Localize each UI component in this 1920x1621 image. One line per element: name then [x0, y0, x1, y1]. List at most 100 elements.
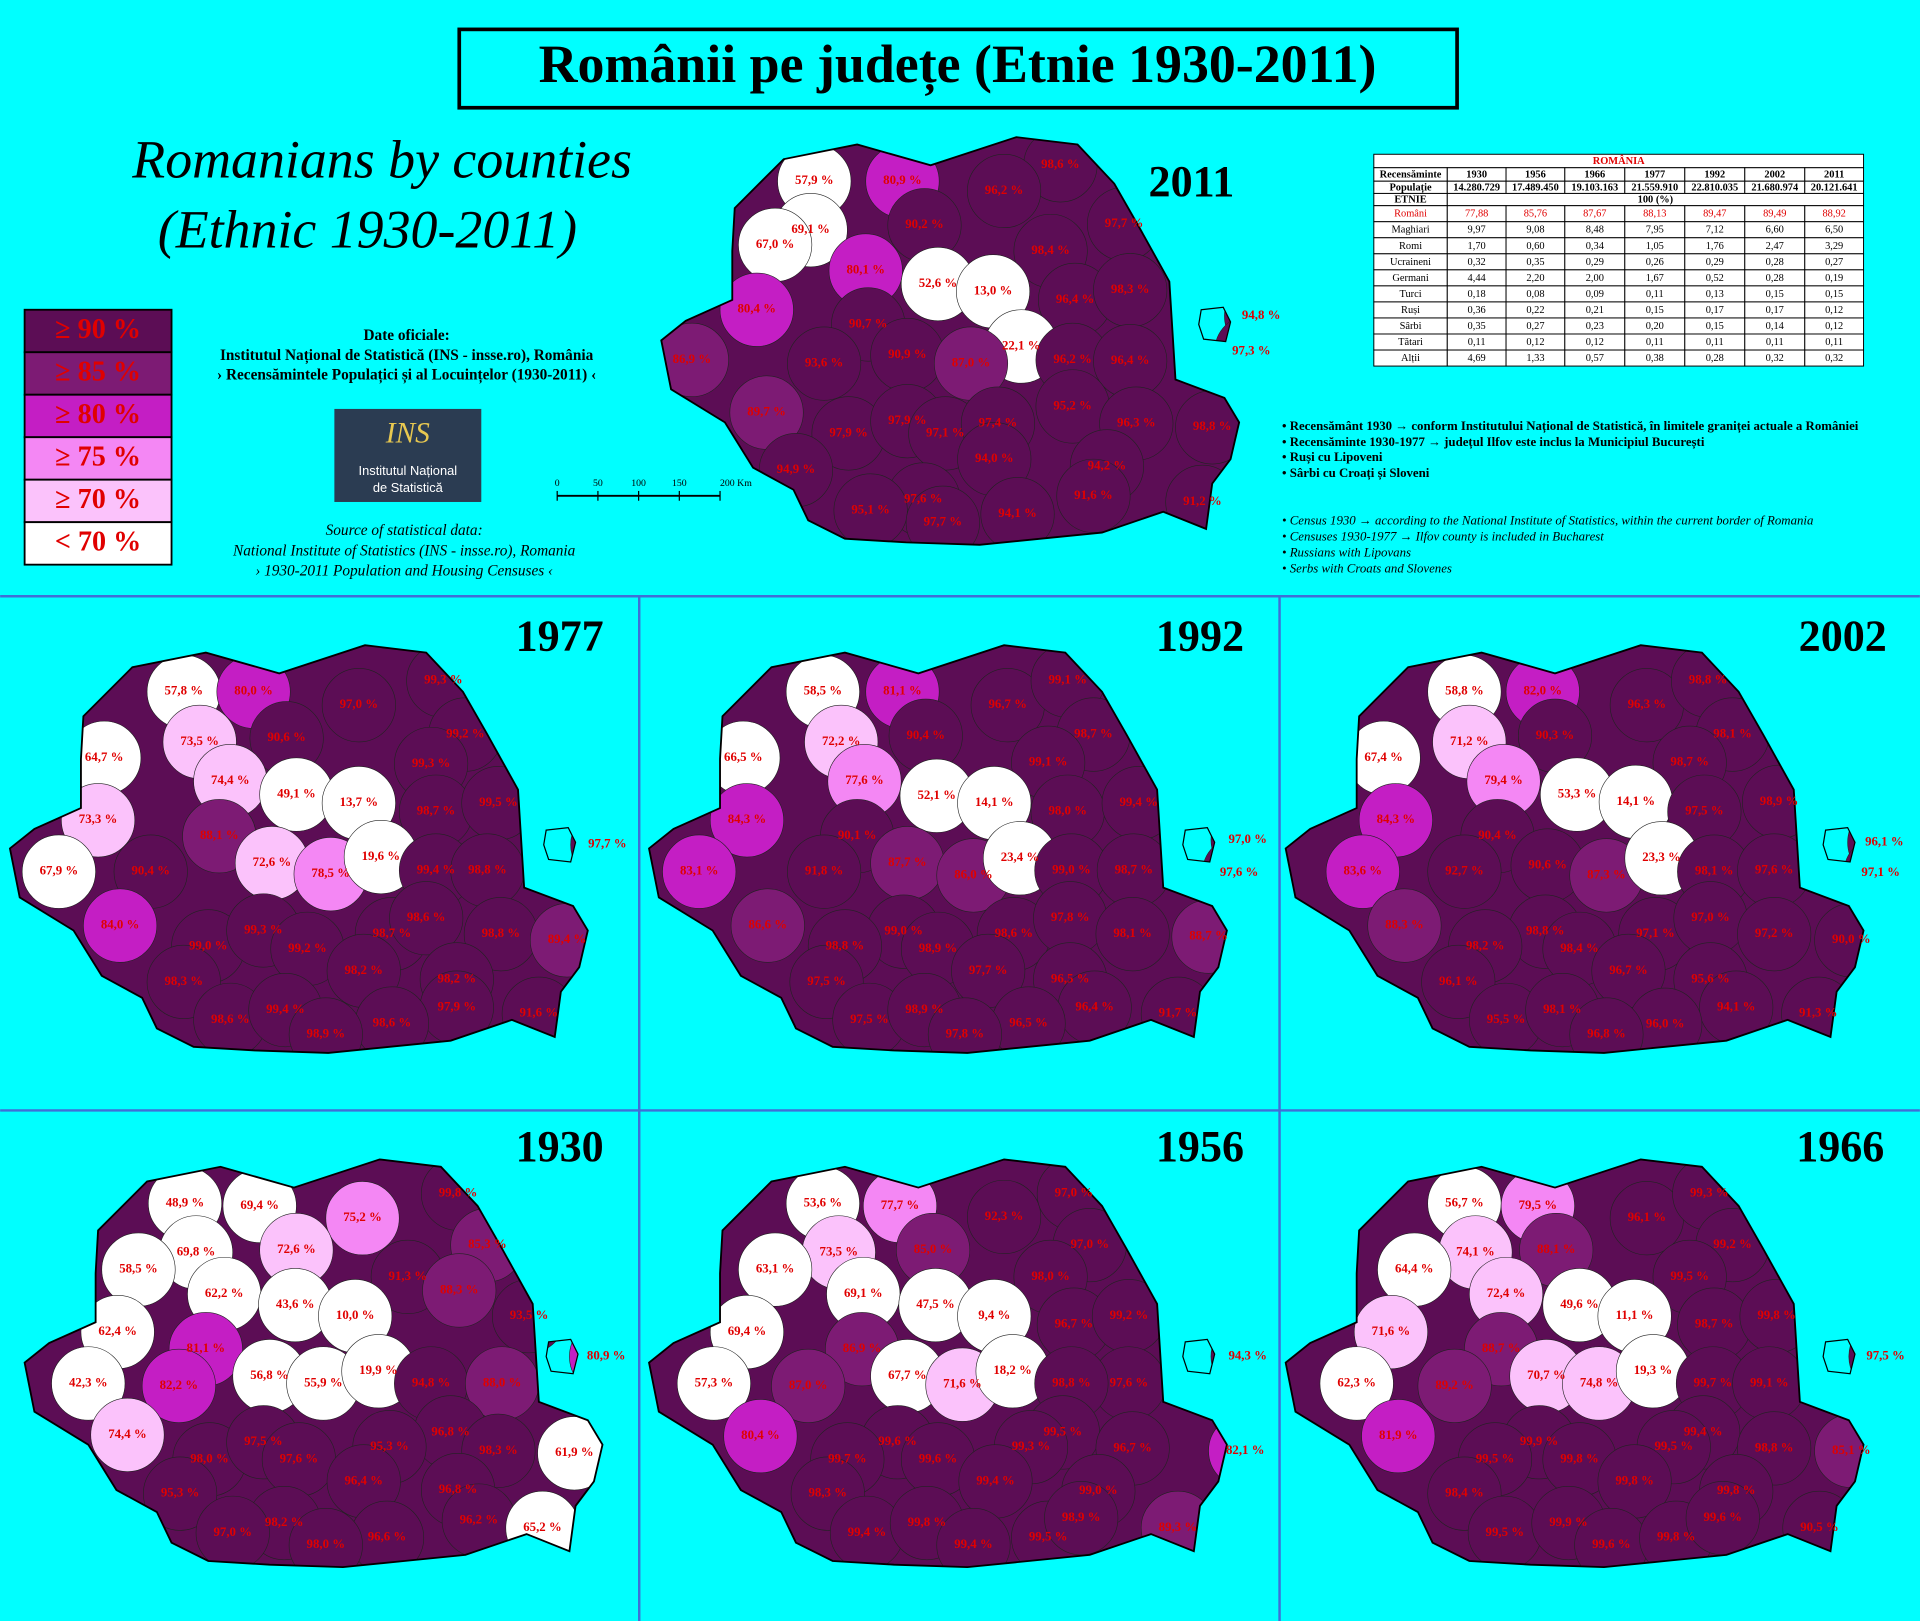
source-line: Source of statistical data:	[326, 522, 483, 539]
county-label: 97,0 %	[1228, 832, 1267, 846]
county-label: 90,3 %	[1536, 728, 1575, 742]
county-label: 11,1 %	[1616, 1308, 1654, 1322]
county	[1847, 805, 1864, 880]
county-label: 88,0 %	[483, 1375, 522, 1389]
county-label: 19,6 %	[362, 849, 401, 863]
county-label: 99,2 %	[1713, 1237, 1752, 1251]
county-label: 71,6 %	[943, 1377, 982, 1391]
county-label: 94,8 %	[412, 1375, 451, 1389]
county-label: 72,4 %	[1487, 1286, 1526, 1300]
county	[980, 477, 1055, 545]
inset-outline	[545, 1338, 579, 1375]
county-label: 96,4 %	[1075, 1000, 1114, 1014]
county-label: 72,6 %	[253, 855, 292, 869]
county	[143, 1456, 218, 1531]
county-label: 99,5 %	[1655, 1439, 1694, 1453]
county-label: 74,4 %	[211, 773, 250, 787]
county-label: 99,9 %	[1549, 1515, 1588, 1529]
county-label: 99,3 %	[424, 673, 463, 687]
county-label: 96,7 %	[1609, 963, 1648, 977]
county-label: 98,6 %	[1041, 157, 1080, 171]
county-label: 99,5 %	[1670, 1269, 1709, 1283]
county-label: 49,1 %	[277, 787, 316, 801]
county-label: 98,0 %	[190, 1451, 229, 1465]
county-label: 99,8 %	[1717, 1483, 1756, 1497]
table-text: 0,12	[1825, 321, 1843, 332]
title-box	[457, 27, 1459, 110]
county-label: 73,5 %	[820, 1244, 859, 1258]
inset-outline	[1198, 306, 1232, 343]
county-label: 78,5 %	[311, 866, 350, 880]
county-label: 99,3 %	[412, 756, 451, 770]
table-text: 19.103.163	[1571, 182, 1618, 193]
county-label: 91,7 %	[1159, 1006, 1198, 1020]
table-text: 77,88	[1465, 209, 1488, 220]
county-label: 98,8 %	[826, 938, 865, 952]
table-text: Sârbi	[1400, 321, 1422, 332]
county-label: 80,9 %	[883, 173, 922, 187]
legend-label: ≥ 80 %	[55, 399, 141, 430]
table-text: 8,48	[1586, 225, 1604, 236]
note-en: • Censuses 1930-1977 → Ilfov county is i…	[1282, 529, 1604, 543]
county-label: 91,3 %	[389, 1269, 428, 1283]
table-text: 0,32	[1766, 353, 1784, 364]
subtitle: (Ethnic 1930-2011)	[158, 199, 577, 259]
table-text: 2,00	[1586, 273, 1604, 284]
county-label: 98,2 %	[438, 971, 477, 985]
county-label: 84,0 %	[101, 918, 140, 932]
inset-outline	[1182, 826, 1216, 863]
county-label: 97,9 %	[888, 413, 927, 427]
county-label: 99,1 %	[1029, 755, 1068, 769]
table-text: 0,28	[1766, 257, 1784, 268]
county-label: 74,4 %	[108, 1427, 147, 1441]
table-text: 0,15	[1766, 289, 1784, 300]
county-label: 64,7 %	[85, 750, 124, 764]
county-label: 94,3 %	[1228, 1349, 1267, 1363]
county-label: 86,9 %	[843, 1341, 882, 1355]
table-text: 0,57	[1586, 353, 1604, 364]
county-label: 69,4 %	[240, 1198, 279, 1212]
county-label: 58,5 %	[804, 684, 843, 698]
county-label: 97,6 %	[1110, 1375, 1149, 1389]
county-label: 97,6 %	[904, 491, 943, 505]
table-text: 0,29	[1586, 257, 1604, 268]
county-label: 19,9 %	[359, 1363, 398, 1377]
table-text: 4,44	[1468, 273, 1487, 284]
table-text: 22.810.035	[1691, 182, 1738, 193]
county-label: 99,4 %	[976, 1473, 1015, 1487]
county	[787, 834, 862, 909]
table-text: 0,09	[1586, 289, 1604, 300]
county-label: 75,2 %	[343, 1210, 382, 1224]
county	[709, 783, 785, 858]
table-text: 7,12	[1706, 225, 1724, 236]
table-text: Români	[1394, 209, 1427, 220]
table-text: 0,23	[1586, 321, 1604, 332]
county-label: 86,6 %	[749, 918, 788, 932]
country-outline	[648, 1158, 1228, 1569]
county-label: 96,1 %	[1628, 1210, 1667, 1224]
county-label: 88,7 %	[1189, 929, 1228, 943]
county-label: 87,0 %	[952, 356, 991, 370]
county	[1210, 1319, 1227, 1394]
county-label: 97,5 %	[1685, 804, 1724, 818]
county-label: 95,1 %	[851, 502, 890, 516]
map: 2011 57,9 % 80,9 % 98,6 % 96,2 % 69,1 % 90,2 %…	[660, 136, 1280, 546]
county-label: 90,2 %	[905, 217, 944, 231]
note-en: • Serbs with Croats and Slovenes	[1282, 561, 1452, 575]
county-label: 98,7 %	[1670, 755, 1709, 769]
county-label: 87,7 %	[888, 855, 927, 869]
county-label: 98,8 %	[482, 926, 521, 940]
county-label: 9,4 %	[978, 1308, 1010, 1322]
county-label: 99,9 %	[1520, 1434, 1559, 1448]
table-text: 0,17	[1706, 305, 1724, 316]
county	[771, 1348, 846, 1423]
county-label: 90,5 %	[1800, 1520, 1839, 1534]
table-text: 1,67	[1646, 273, 1664, 284]
county-label: 98,0 %	[1048, 804, 1087, 818]
county-label: 96,7 %	[1113, 1440, 1152, 1454]
county-label: 97,0 %	[1691, 910, 1730, 924]
county-label: 99,6 %	[1592, 1537, 1631, 1551]
county-label: 85,0 %	[914, 1242, 953, 1256]
county-label: 56,7 %	[1445, 1195, 1484, 1209]
county-label: 98,8 %	[1689, 673, 1728, 687]
